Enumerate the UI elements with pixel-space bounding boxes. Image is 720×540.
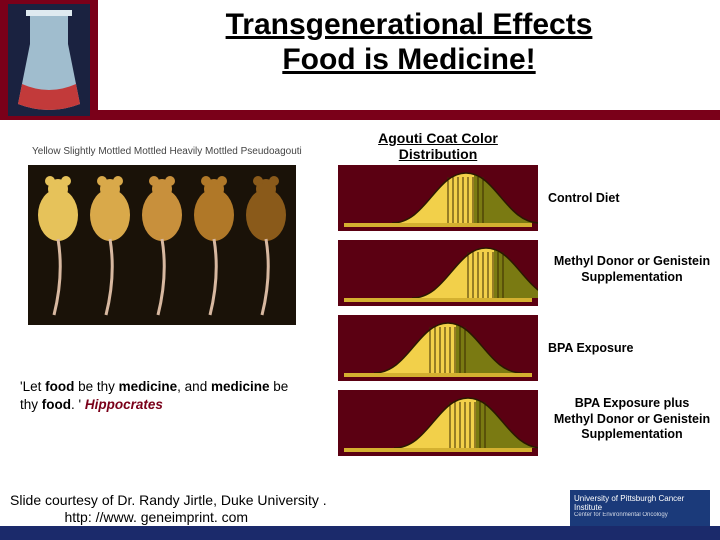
- header: Transgenerational Effects Food is Medici…: [0, 0, 720, 120]
- mice-category-labels: Yellow Slightly Mottled Mottled Heavily …: [32, 146, 302, 157]
- chart-label-1: Methyl Donor or GenisteinSupplementation: [548, 254, 716, 285]
- beaker-image: [8, 4, 90, 116]
- institute-logo: University of Pittsburgh Cancer Institut…: [570, 490, 710, 526]
- distribution-chart-0: [338, 165, 538, 231]
- footer-bar: [0, 526, 720, 540]
- quote-author: Hippocrates: [85, 397, 163, 412]
- chart-label-2: BPA Exposure: [548, 341, 716, 357]
- title-line1: Transgenerational Effects: [226, 8, 593, 41]
- title-block: Transgenerational Effects Food is Medici…: [98, 0, 720, 110]
- page-title: Transgenerational Effects Food is Medici…: [98, 8, 720, 77]
- chart-label-0: Control Diet: [548, 191, 716, 207]
- distribution-chart-3: [338, 390, 538, 456]
- mice-photo: [28, 165, 296, 325]
- hippocrates-quote: 'Let food be thy medicine, and medicine …: [20, 378, 290, 413]
- title-line2: Food is Medicine!: [282, 43, 535, 76]
- chart-title: Agouti Coat Color Distribution: [338, 130, 538, 162]
- distribution-chart-1: [338, 240, 538, 306]
- slide-credit: Slide courtesy of Dr. Randy Jirtle, Duke…: [10, 492, 327, 526]
- chart-label-3: BPA Exposure plusMethyl Donor or Geniste…: [548, 396, 716, 443]
- distribution-chart-2: [338, 315, 538, 381]
